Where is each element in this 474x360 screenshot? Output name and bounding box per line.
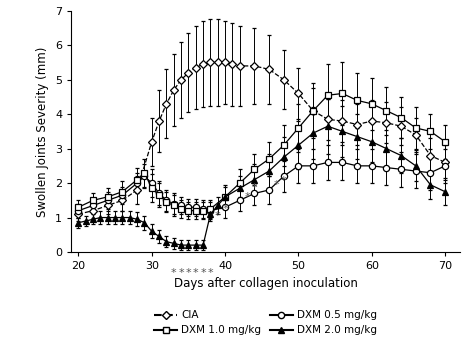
Text: *: * [273, 180, 279, 190]
Y-axis label: Swollen Joints Severity (mm): Swollen Joints Severity (mm) [36, 46, 49, 217]
Text: *: * [201, 268, 206, 278]
Legend: CIA, DXM 1.0 mg/kg, DXM 0.5 mg/kg, DXM 2.0 mg/kg: CIA, DXM 1.0 mg/kg, DXM 0.5 mg/kg, DXM 2… [154, 310, 377, 336]
Text: *: * [281, 176, 287, 186]
Text: *: * [171, 268, 177, 278]
Text: *: * [252, 183, 257, 193]
Text: *: * [208, 268, 213, 278]
Text: *: * [186, 268, 191, 278]
X-axis label: Days after collagen inoculation: Days after collagen inoculation [173, 276, 357, 289]
Text: *: * [193, 268, 199, 278]
Text: *: * [244, 192, 250, 202]
Text: *: * [215, 211, 220, 221]
Text: *: * [178, 268, 184, 278]
Text: *: * [222, 204, 228, 214]
